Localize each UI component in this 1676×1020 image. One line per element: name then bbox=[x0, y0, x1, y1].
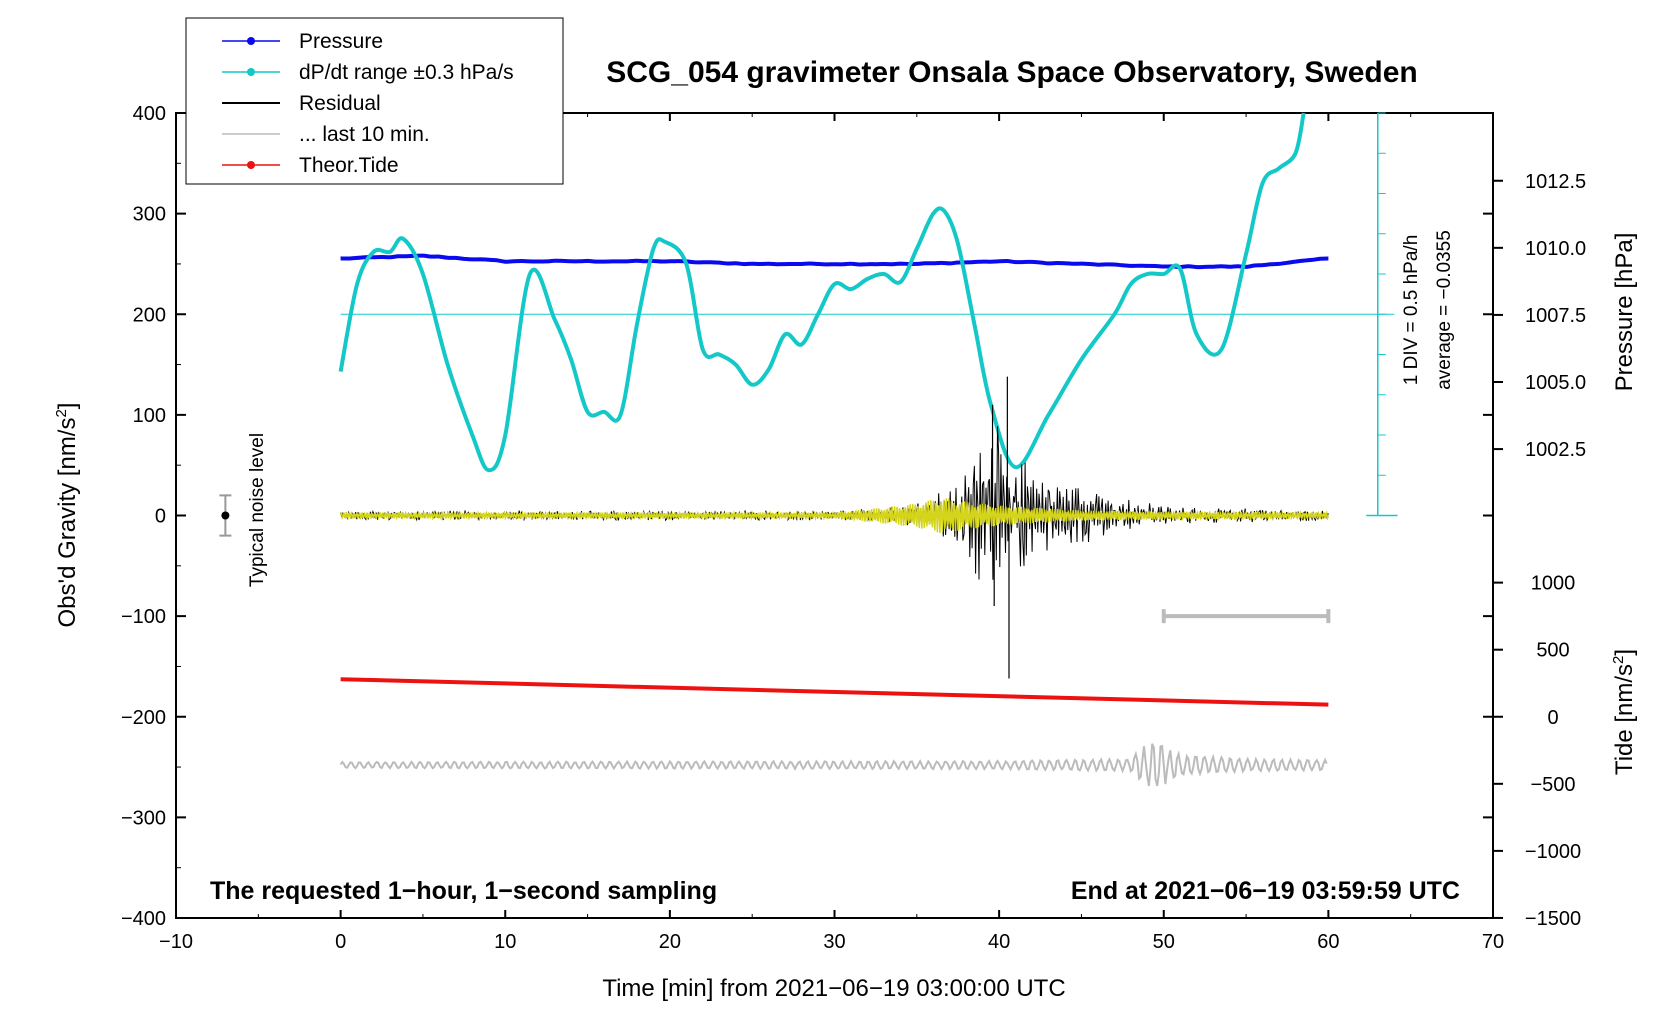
x-axis: −10 0 10 20 30 40 50 60 70 bbox=[159, 113, 1504, 953]
y-axis-left: 400 300 200 100 0 −100 −200 −300 −400 bbox=[121, 103, 1493, 930]
dpdt-scale bbox=[340, 112, 1398, 517]
x-tick-label: 40 bbox=[988, 931, 1010, 953]
pressure-axis: 1012.5 1010.0 1007.5 1005.0 1002.5 bbox=[1493, 171, 1586, 461]
y-tick-label: −100 bbox=[121, 606, 166, 628]
x-tick-label: 30 bbox=[823, 931, 845, 953]
tide-tick-label: 0 bbox=[1547, 707, 1558, 729]
tide-axis: 1000 500 0 −500 −1000 −1500 bbox=[1493, 573, 1581, 930]
y-tick-label: 100 bbox=[133, 405, 166, 427]
dpdt-div-label: 1 DIV = 0.5 hPa/h bbox=[1401, 235, 1422, 386]
noise-level-label: Typical noise level bbox=[247, 433, 268, 587]
y-tick-label: 300 bbox=[133, 204, 166, 226]
legend-marker bbox=[247, 161, 255, 169]
tide-tick-label: −1000 bbox=[1525, 841, 1581, 863]
residual-line bbox=[340, 426, 1329, 580]
x-tick-label: 0 bbox=[335, 931, 346, 953]
legend-label: Pressure bbox=[299, 30, 383, 53]
note-sampling: The requested 1−hour, 1−second sampling bbox=[210, 877, 717, 905]
pressure-tick-label: 1012.5 bbox=[1525, 171, 1586, 193]
chart-title: SCG_054 gravimeter Onsala Space Observat… bbox=[606, 56, 1418, 89]
legend-label: Residual bbox=[299, 92, 381, 115]
tide-tick-label: 500 bbox=[1536, 640, 1569, 662]
y-tick-label: −400 bbox=[121, 908, 166, 930]
y-axis-label-left: Obs'd Gravity [nm/s2] bbox=[53, 403, 81, 628]
legend-label: dP/dt range ±0.3 hPa/s bbox=[299, 61, 514, 84]
noise-level-dot bbox=[221, 511, 230, 520]
y-tick-label: 200 bbox=[133, 304, 166, 326]
legend-label: ... last 10 min. bbox=[299, 123, 430, 146]
y-axis-label-tide: Tide [nm/s2] bbox=[1610, 649, 1638, 775]
legend-entries: Pressure dP/dt range ±0.3 hPa/s Residual..… bbox=[222, 30, 514, 177]
pressure-tick-label: 1010.0 bbox=[1525, 238, 1586, 260]
last-10-min-bar bbox=[1161, 609, 1331, 624]
note-end-time: End at 2021−06−19 03:59:59 UTC bbox=[1071, 877, 1460, 905]
dpdt-line bbox=[338, 112, 1306, 473]
y-tick-label: 400 bbox=[133, 103, 166, 125]
x-tick-label: 60 bbox=[1317, 931, 1339, 953]
pressure-tick-label: 1002.5 bbox=[1525, 439, 1586, 461]
legend-marker bbox=[247, 37, 255, 45]
last-10-min-line bbox=[339, 743, 1328, 787]
legend: Pressure dP/dt range ±0.3 hPa/s Residual..… bbox=[185, 17, 564, 185]
legend-marker bbox=[247, 68, 255, 76]
tide-tick-label: −1500 bbox=[1525, 908, 1581, 930]
y-axis-label-pressure: Pressure [hPa] bbox=[1611, 233, 1638, 392]
y-tick-label: 0 bbox=[155, 506, 166, 528]
dpdt-average-label: average = −0.0355 bbox=[1434, 230, 1455, 390]
y-tick-label: −200 bbox=[121, 707, 166, 729]
x-tick-label: 10 bbox=[494, 931, 516, 953]
legend-label: Theor.Tide bbox=[299, 154, 399, 177]
x-tick-label: 20 bbox=[659, 931, 681, 953]
legend-box bbox=[185, 17, 564, 185]
pressure-line bbox=[340, 253, 1329, 270]
tide-tick-label: −500 bbox=[1530, 774, 1575, 796]
tide-tick-label: 1000 bbox=[1531, 573, 1576, 595]
y-tick-label: −300 bbox=[121, 807, 166, 829]
tide-line bbox=[340, 677, 1329, 707]
series-group bbox=[338, 112, 1330, 787]
x-axis-label: Time [min] from 2021−06−19 03:00:00 UTC bbox=[602, 975, 1065, 1002]
x-tick-label: 50 bbox=[1153, 931, 1175, 953]
pressure-tick-label: 1007.5 bbox=[1525, 305, 1586, 327]
pressure-tick-label: 1005.0 bbox=[1525, 372, 1586, 394]
noise-level-marker bbox=[219, 494, 232, 537]
x-tick-label: 70 bbox=[1482, 931, 1504, 953]
x-tick-label: −10 bbox=[159, 931, 193, 953]
microseism-line bbox=[339, 498, 1330, 534]
